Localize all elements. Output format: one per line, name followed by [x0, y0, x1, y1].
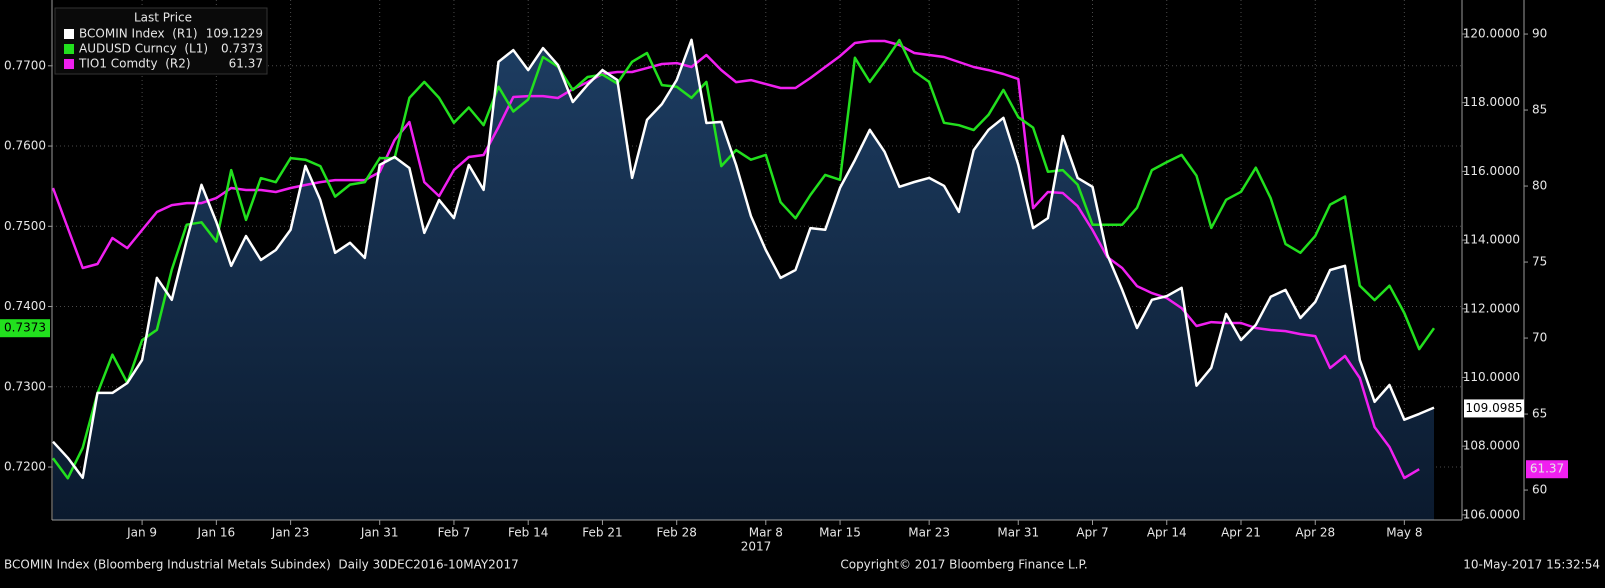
- x-tick-label: Mar 15: [819, 526, 861, 540]
- axis-tag-label: 0.7373: [4, 321, 46, 335]
- x-tick-label: Feb 28: [657, 526, 697, 540]
- x-year-label: 2017: [741, 540, 772, 554]
- axis-tag-label: 109.0985: [1465, 401, 1522, 415]
- y2-tick-label: 120.0000: [1463, 27, 1520, 41]
- y3-tick-label: 60: [1532, 483, 1547, 497]
- line: [52, 38, 1435, 480]
- y-tick-label: 0.7400: [4, 299, 46, 313]
- line: [51, 38, 1436, 480]
- y3-tick-label: 70: [1532, 331, 1547, 345]
- axis-tag: [0, 319, 50, 338]
- legend-value: 0.7373: [221, 42, 263, 56]
- x-tick-label: Mar 23: [908, 526, 950, 540]
- y2-tick-label: 114.0000: [1463, 233, 1520, 247]
- y3-tick-label: 90: [1532, 27, 1547, 41]
- footer-right: 10-May-2017 15:32:54: [1463, 558, 1600, 572]
- y2-tick-label: 110.0000: [1463, 370, 1520, 384]
- line: [51, 39, 1420, 480]
- x-tick-label: May 8: [1386, 526, 1422, 540]
- x-tick-label: Feb 21: [582, 526, 622, 540]
- legend-label: TIO1 Comdty (R2): [78, 57, 191, 71]
- x-tick-label: Apr 21: [1221, 526, 1261, 540]
- y-tick-label: 0.7300: [4, 379, 46, 393]
- y3-tick-label: 65: [1532, 407, 1547, 421]
- y-tick-label: 0.7200: [4, 460, 46, 474]
- footer-center: Copyright© 2017 Bloomberg Finance L.P.: [840, 558, 1087, 572]
- legend-value: 109.1229: [206, 27, 263, 41]
- x-tick-label: Jan 31: [360, 526, 399, 540]
- legend-label: AUDUSD Curncy (L1): [79, 42, 208, 56]
- y-tick-label: 0.7500: [4, 219, 46, 233]
- y3-tick-label: 85: [1532, 103, 1547, 117]
- x-tick-label: Mar 31: [997, 526, 1039, 540]
- footer-left: BCOMIN Index (Bloomberg Industrial Metal…: [4, 558, 519, 572]
- axis-tag-label: 61.37: [1530, 462, 1564, 476]
- y3-tick-label: 75: [1532, 255, 1547, 269]
- x-tick-label: Jan 9: [126, 526, 157, 540]
- legend-value: 61.37: [229, 57, 263, 71]
- y2-tick-label: 112.0000: [1463, 301, 1520, 315]
- x-tick-label: Apr 14: [1147, 526, 1187, 540]
- x-tick-label: Feb 7: [438, 526, 471, 540]
- legend-swatch: [64, 59, 74, 69]
- x-tick-label: Apr 7: [1076, 526, 1108, 540]
- y3-tick-label: 80: [1532, 179, 1547, 193]
- y2-tick-label: 108.0000: [1463, 439, 1520, 453]
- x-tick-label: Apr 28: [1295, 526, 1335, 540]
- legend-swatch: [64, 29, 74, 39]
- x-tick-label: Jan 23: [271, 526, 310, 540]
- y-tick-label: 0.7700: [4, 58, 46, 72]
- y2-tick-label: 106.0000: [1463, 507, 1520, 521]
- plot-area: [51, 0, 1462, 521]
- axis-tag: [1464, 399, 1524, 418]
- x-tick-label: Mar 8: [749, 526, 783, 540]
- legend-title: Last Price: [134, 11, 192, 25]
- y-tick-label: 0.7600: [4, 139, 46, 153]
- x-tick-label: Feb 14: [508, 526, 548, 540]
- axis-tag: [1526, 460, 1568, 479]
- x-tick-label: Jan 16: [197, 526, 236, 540]
- y2-tick-label: 116.0000: [1463, 164, 1520, 178]
- legend-box: [54, 7, 268, 75]
- y2-tick-label: 118.0000: [1463, 95, 1520, 109]
- legend-swatch: [64, 44, 74, 54]
- legend-label: BCOMIN Index (R1): [79, 27, 198, 41]
